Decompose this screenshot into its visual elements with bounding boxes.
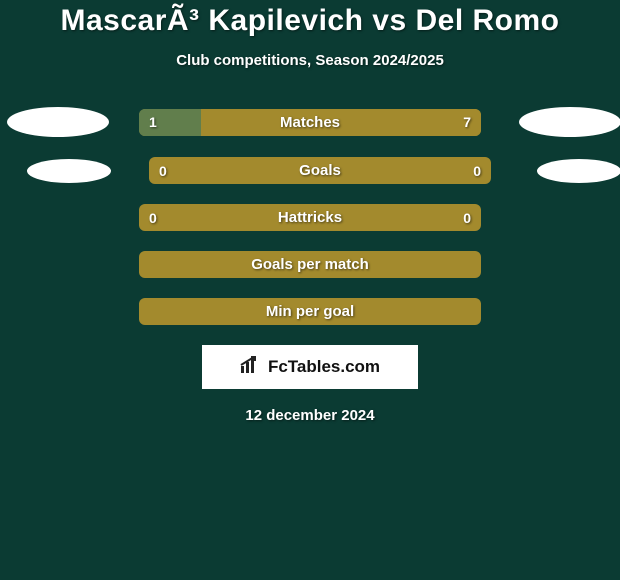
spacer	[481, 311, 620, 312]
stat-row: Goals0 0	[0, 157, 620, 184]
footer-date: 12 december 2024	[0, 407, 620, 424]
stat-label: Goals per match	[139, 251, 481, 278]
page-subtitle: Club competitions, Season 2024/2025	[0, 52, 620, 69]
bar-chart-icon	[240, 356, 262, 379]
logo-text: FcTables.com	[268, 357, 380, 377]
player-left-oval	[27, 159, 111, 183]
stats-container: Matches17Goals00Hattricks00Goals per mat…	[0, 107, 620, 325]
spacer	[481, 217, 620, 218]
page-root: MascarÃ³ Kapilevich vs Del Romo Club com…	[0, 0, 620, 580]
spacer	[0, 217, 139, 218]
stat-bar: Goals per match	[139, 251, 481, 278]
player-right-oval	[537, 159, 620, 183]
spacer	[0, 264, 139, 265]
stat-row: Goals per match	[0, 251, 620, 278]
stat-bar: Goals0 0	[149, 157, 491, 184]
stat-row: Hattricks0 0	[0, 204, 620, 231]
stat-label: Hattricks	[139, 204, 481, 231]
stat-value-left: 0	[139, 204, 167, 231]
page-title: MascarÃ³ Kapilevich vs Del Romo	[0, 4, 620, 38]
logo-box: FcTables.com	[202, 345, 418, 389]
stat-bar-fill-left	[139, 109, 201, 136]
stat-bar: Hattricks0 0	[139, 204, 481, 231]
stat-value-right: 0	[463, 157, 491, 184]
stat-value-right: 0	[453, 204, 481, 231]
player-right-oval	[519, 107, 620, 137]
stat-label: Min per goal	[139, 298, 481, 325]
spacer	[0, 311, 139, 312]
spacer	[481, 264, 620, 265]
stat-row: Matches17	[0, 107, 620, 137]
stat-value-left: 0	[149, 157, 177, 184]
stat-label: Goals	[149, 157, 491, 184]
stat-bar: Min per goal	[139, 298, 481, 325]
stat-bar: Matches17	[139, 109, 481, 136]
stat-bar-fill-right	[201, 109, 481, 136]
stat-row: Min per goal	[0, 298, 620, 325]
player-left-oval	[7, 107, 109, 137]
